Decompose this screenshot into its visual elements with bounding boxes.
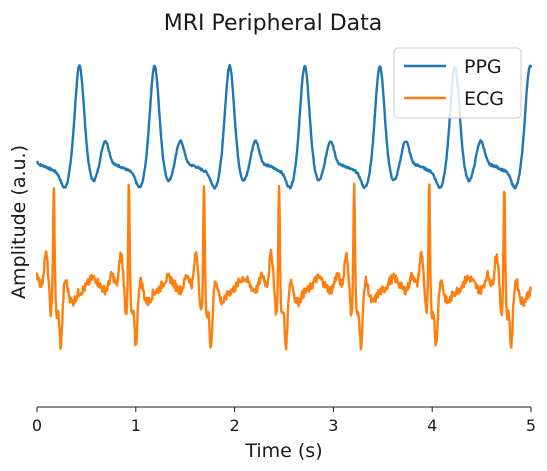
ppg-line <box>35 63 533 190</box>
x-axis-label: Time (s) <box>244 440 322 462</box>
x-tick-label: 1 <box>131 416 141 435</box>
chart-title: MRI Peripheral Data <box>164 11 383 36</box>
x-tick-label: 2 <box>230 416 240 435</box>
y-axis-label: Amplitude (a.u.) <box>8 145 30 299</box>
legend: PPG ECG <box>393 47 522 119</box>
x-tick-label: 0 <box>32 416 42 435</box>
x-ticks: 0 1 2 3 4 5 <box>32 407 536 435</box>
plot-area <box>35 63 533 351</box>
legend-label-ppg: PPG <box>464 56 502 78</box>
x-tick-label: 5 <box>526 416 536 435</box>
ecg-line <box>35 182 533 351</box>
legend-label-ecg: ECG <box>464 88 504 110</box>
x-tick-label: 3 <box>328 416 338 435</box>
x-tick-label: 4 <box>427 416 437 435</box>
